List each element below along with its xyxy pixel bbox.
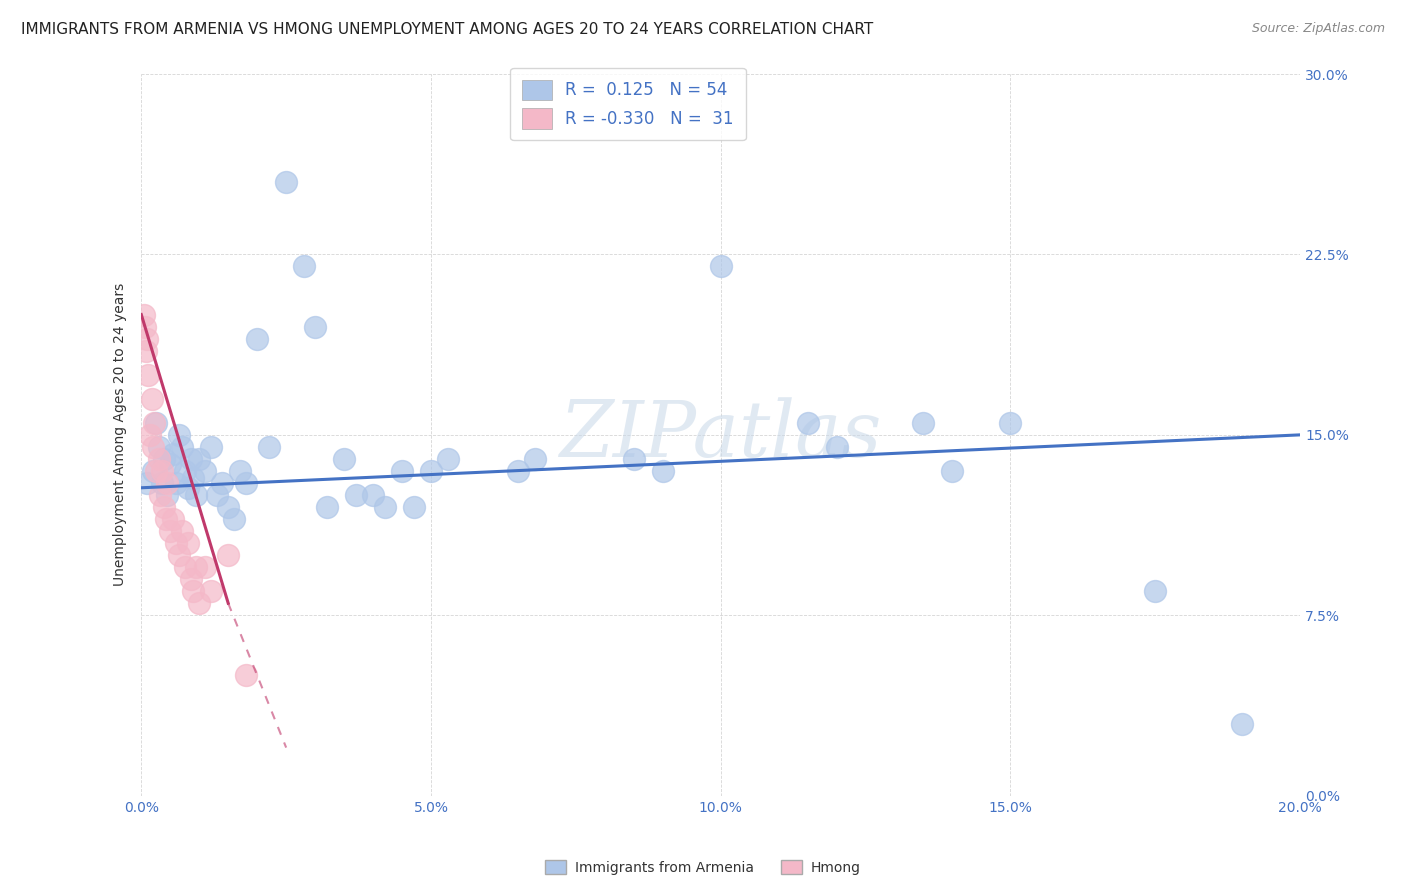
Point [135, 343, 157, 358]
Point [136, 332, 159, 346]
Point [333, 451, 356, 466]
Point [217, 500, 239, 514]
Point [148, 451, 170, 466]
Point [159, 457, 181, 471]
Point [796, 416, 818, 430]
Point [912, 416, 935, 430]
Point [136, 368, 159, 382]
Point [420, 464, 443, 478]
Point [374, 500, 396, 514]
Point [623, 451, 645, 466]
Point [211, 475, 233, 490]
Point [180, 572, 202, 586]
Point [257, 440, 280, 454]
Text: ZIPatlas: ZIPatlas [560, 397, 882, 473]
Point [165, 475, 187, 490]
Point [825, 440, 848, 454]
Point [150, 464, 173, 478]
Point [170, 440, 193, 454]
Point [235, 668, 257, 682]
Point [142, 464, 165, 478]
Point [183, 471, 205, 485]
Point [173, 560, 195, 574]
Point [167, 548, 190, 562]
Point [402, 500, 425, 514]
Point [200, 584, 222, 599]
Point [188, 596, 211, 610]
Point [145, 464, 167, 478]
Point [145, 416, 167, 430]
Point [150, 475, 173, 490]
Point [276, 175, 298, 189]
Text: Source: ZipAtlas.com: Source: ZipAtlas.com [1251, 22, 1385, 36]
Point [315, 500, 337, 514]
Point [188, 451, 211, 466]
Point [194, 464, 217, 478]
Point [134, 319, 156, 334]
Point [524, 451, 547, 466]
Point [651, 464, 673, 478]
Point [170, 524, 193, 538]
Point [162, 512, 184, 526]
Legend: R =  0.125   N = 54, R = -0.330   N =  31: R = 0.125 N = 54, R = -0.330 N = 31 [510, 68, 745, 140]
Point [1144, 584, 1167, 599]
Point [136, 475, 159, 490]
Point [437, 451, 460, 466]
Point [143, 416, 166, 430]
Point [162, 447, 184, 461]
Point [156, 475, 179, 490]
Point [205, 488, 228, 502]
Point [292, 260, 315, 274]
Point [149, 488, 172, 502]
Point [217, 548, 239, 562]
Point [176, 481, 198, 495]
Point [391, 464, 413, 478]
Point [941, 464, 963, 478]
Point [165, 536, 187, 550]
Point [506, 464, 529, 478]
Text: IMMIGRANTS FROM ARMENIA VS HMONG UNEMPLOYMENT AMONG AGES 20 TO 24 YEARS CORRELAT: IMMIGRANTS FROM ARMENIA VS HMONG UNEMPLO… [21, 22, 873, 37]
Point [155, 512, 177, 526]
Point [176, 536, 198, 550]
Legend: Immigrants from Armenia, Hmong: Immigrants from Armenia, Hmong [540, 855, 866, 880]
Point [222, 512, 245, 526]
Point [142, 440, 165, 454]
Point [186, 560, 208, 574]
Point [229, 464, 252, 478]
Point [246, 332, 269, 346]
Point [153, 451, 176, 466]
Point [159, 524, 181, 538]
Point [344, 488, 367, 502]
Point [200, 440, 222, 454]
Point [156, 488, 179, 502]
Point [235, 475, 257, 490]
Point [153, 500, 176, 514]
Point [710, 260, 733, 274]
Point [194, 560, 217, 574]
Y-axis label: Unemployment Among Ages 20 to 24 years: Unemployment Among Ages 20 to 24 years [114, 284, 128, 586]
Point [186, 488, 208, 502]
Point [180, 451, 202, 466]
Point [361, 488, 384, 502]
Point [304, 319, 326, 334]
Point [139, 428, 162, 442]
Point [1000, 416, 1022, 430]
Point [134, 308, 156, 322]
Point [173, 464, 195, 478]
Point [148, 440, 170, 454]
Point [141, 392, 163, 406]
Point [183, 584, 205, 599]
Point [1230, 716, 1253, 731]
Point [167, 428, 190, 442]
